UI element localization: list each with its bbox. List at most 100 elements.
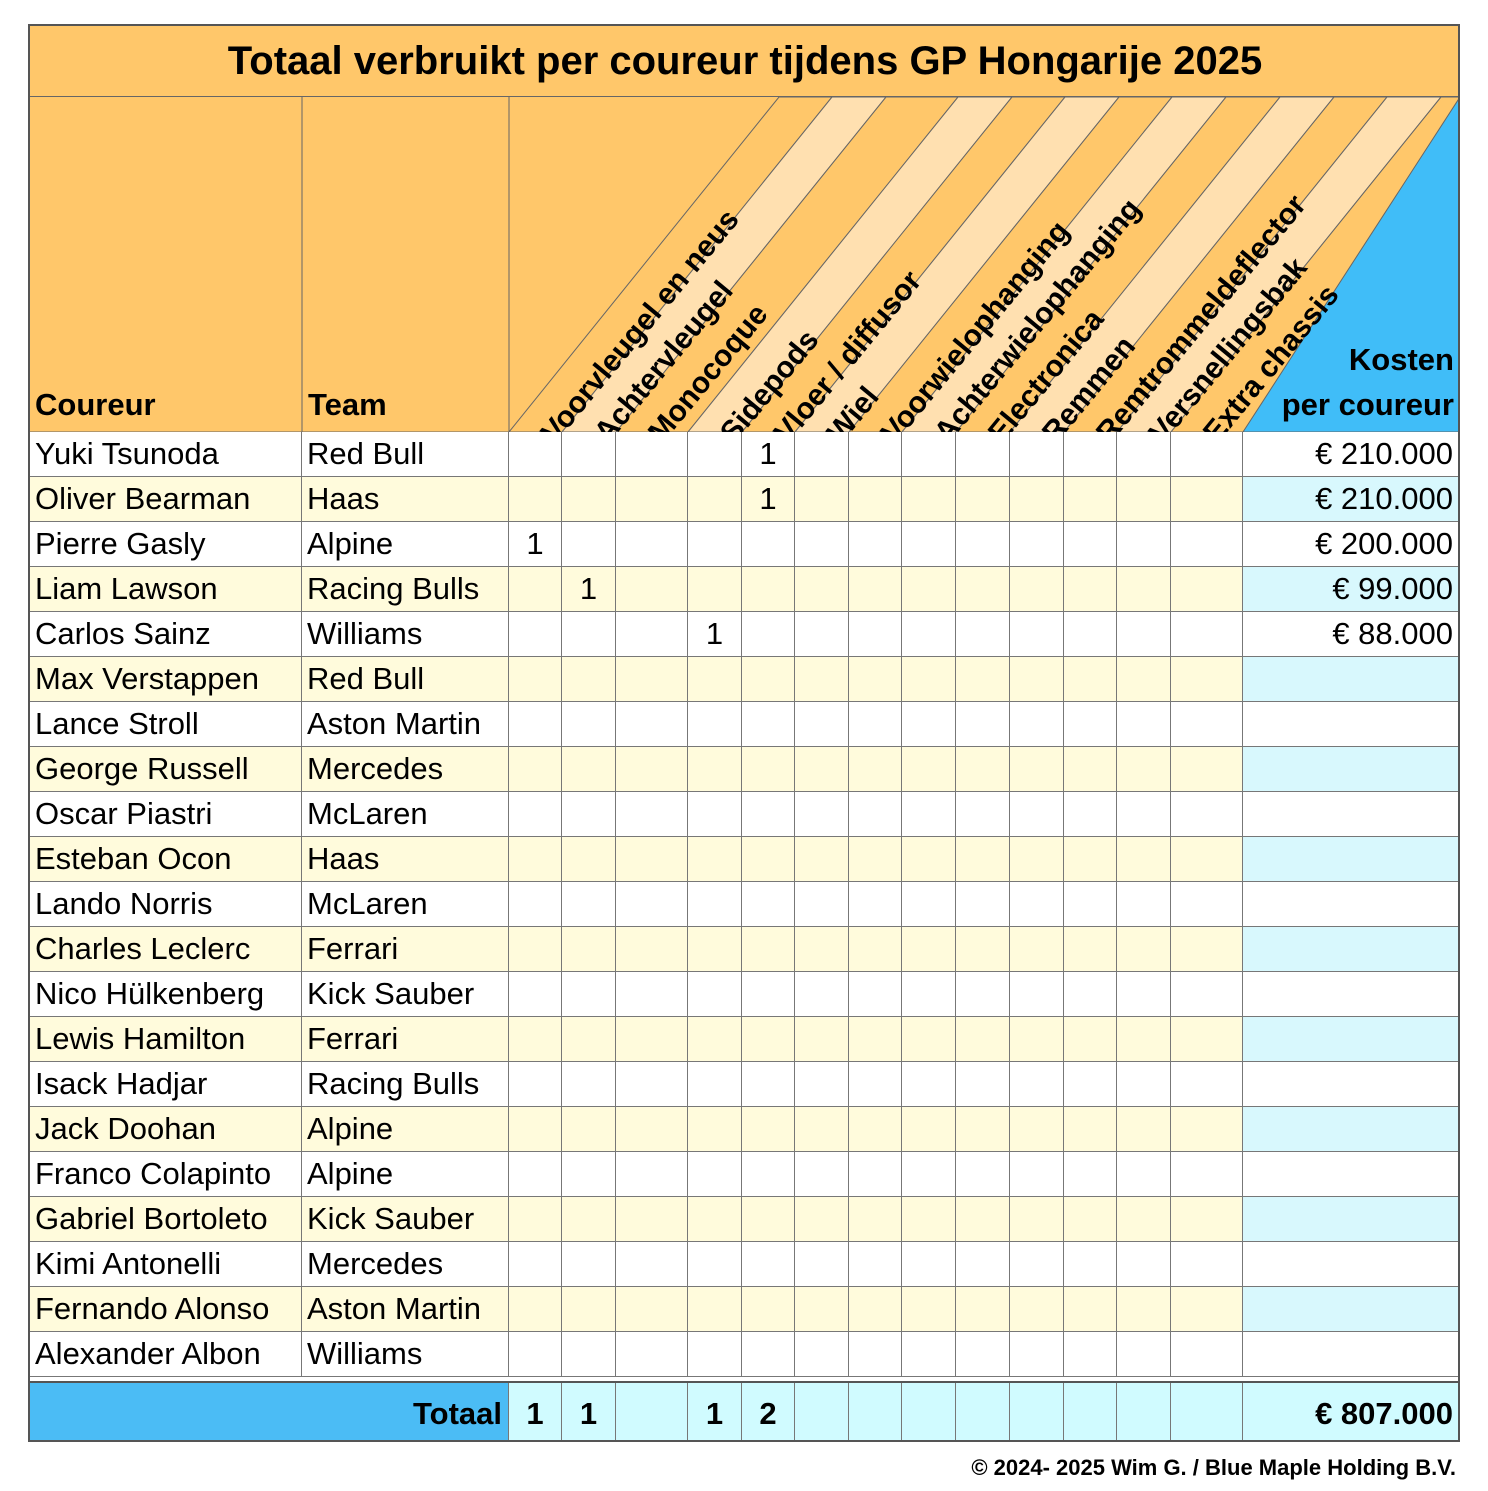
part-count-cell[interactable] [795,432,849,477]
driver-cell[interactable]: Lewis Hamilton [30,1017,302,1062]
cost-cell[interactable] [1243,747,1458,792]
part-count-cell[interactable] [688,792,742,837]
part-count-cell[interactable] [616,1242,688,1287]
team-cell[interactable]: Haas [302,477,509,522]
part-count-cell[interactable] [1010,1287,1064,1332]
driver-cell[interactable]: Carlos Sainz [30,612,302,657]
part-count-cell[interactable] [849,927,902,972]
part-count-cell[interactable] [795,1197,849,1242]
part-count-cell[interactable] [509,657,562,702]
cost-cell[interactable] [1243,1287,1458,1332]
team-cell[interactable]: Williams [302,1332,509,1377]
cost-cell[interactable]: € 210.000 [1243,477,1458,522]
part-count-cell[interactable] [795,1017,849,1062]
part-count-cell[interactable] [795,612,849,657]
total-count-cell[interactable]: 2 [742,1383,795,1440]
part-count-cell[interactable] [902,1017,956,1062]
part-count-cell[interactable] [509,972,562,1017]
part-count-cell[interactable] [688,882,742,927]
driver-cell[interactable]: Max Verstappen [30,657,302,702]
driver-cell[interactable]: Lance Stroll [30,702,302,747]
part-count-cell[interactable] [902,927,956,972]
part-count-cell[interactable] [902,882,956,927]
part-count-cell[interactable] [1171,882,1243,927]
part-count-cell[interactable] [1064,567,1117,612]
driver-cell[interactable]: Oliver Bearman [30,477,302,522]
part-count-cell[interactable] [1010,702,1064,747]
part-count-cell[interactable] [1171,792,1243,837]
part-count-cell[interactable] [1064,882,1117,927]
cost-cell[interactable] [1243,657,1458,702]
driver-cell[interactable]: Oscar Piastri [30,792,302,837]
part-count-cell[interactable] [742,522,795,567]
cost-cell[interactable] [1243,702,1458,747]
part-count-cell[interactable] [1171,1107,1243,1152]
part-count-cell[interactable] [509,432,562,477]
part-count-cell[interactable] [688,567,742,612]
team-cell[interactable]: Mercedes [302,1242,509,1287]
part-count-cell[interactable] [562,1287,616,1332]
part-count-cell[interactable] [742,1107,795,1152]
part-count-cell[interactable] [562,612,616,657]
total-count-cell[interactable] [902,1383,956,1440]
part-count-cell[interactable] [1064,1017,1117,1062]
part-count-cell[interactable] [795,747,849,792]
part-count-cell[interactable] [688,1152,742,1197]
part-count-cell[interactable] [616,657,688,702]
part-count-cell[interactable] [956,1017,1010,1062]
part-count-cell[interactable] [1117,432,1171,477]
part-count-cell[interactable] [956,1242,1010,1287]
part-count-cell[interactable] [562,1197,616,1242]
cost-cell[interactable] [1243,972,1458,1017]
part-count-cell[interactable] [562,972,616,1017]
part-count-cell[interactable] [509,1332,562,1377]
total-count-cell[interactable] [1010,1383,1064,1440]
part-count-cell[interactable] [688,1107,742,1152]
cost-cell[interactable]: € 88.000 [1243,612,1458,657]
part-count-cell[interactable] [1171,1152,1243,1197]
part-count-cell[interactable] [1117,837,1171,882]
part-count-cell[interactable] [616,1152,688,1197]
part-count-cell[interactable] [562,792,616,837]
cost-cell[interactable] [1243,1242,1458,1287]
part-count-cell[interactable] [562,477,616,522]
part-count-cell[interactable] [1010,477,1064,522]
part-count-cell[interactable] [1117,1152,1171,1197]
driver-cell[interactable]: Jack Doohan [30,1107,302,1152]
part-count-cell[interactable] [849,1197,902,1242]
part-count-cell[interactable] [1064,1332,1117,1377]
part-count-cell[interactable]: 1 [742,477,795,522]
part-count-cell[interactable] [509,1197,562,1242]
part-count-cell[interactable] [562,747,616,792]
part-count-cell[interactable] [742,702,795,747]
part-count-cell[interactable] [849,657,902,702]
part-count-cell[interactable] [509,702,562,747]
team-cell[interactable]: Red Bull [302,657,509,702]
part-count-cell[interactable] [562,837,616,882]
part-count-cell[interactable] [902,612,956,657]
part-count-cell[interactable] [509,1107,562,1152]
team-cell[interactable]: Kick Sauber [302,972,509,1017]
part-count-cell[interactable] [616,747,688,792]
part-count-cell[interactable] [742,1242,795,1287]
team-cell[interactable]: Racing Bulls [302,1062,509,1107]
part-count-cell[interactable] [1064,657,1117,702]
part-count-cell[interactable] [688,702,742,747]
part-count-cell[interactable] [1064,612,1117,657]
part-count-cell[interactable] [1010,432,1064,477]
part-count-cell[interactable] [688,927,742,972]
part-count-cell[interactable] [1010,1062,1064,1107]
part-count-cell[interactable] [1117,1287,1171,1332]
part-count-cell[interactable] [902,747,956,792]
team-cell[interactable]: Alpine [302,522,509,567]
part-count-cell[interactable] [1171,972,1243,1017]
part-count-cell[interactable] [562,1062,616,1107]
part-count-cell[interactable] [1171,702,1243,747]
part-count-cell[interactable] [1064,927,1117,972]
part-count-cell[interactable] [1010,1332,1064,1377]
driver-cell[interactable]: Nico Hülkenberg [30,972,302,1017]
part-count-cell[interactable] [616,1107,688,1152]
part-count-cell[interactable] [1171,927,1243,972]
part-count-cell[interactable] [795,1332,849,1377]
part-count-cell[interactable] [1064,1062,1117,1107]
